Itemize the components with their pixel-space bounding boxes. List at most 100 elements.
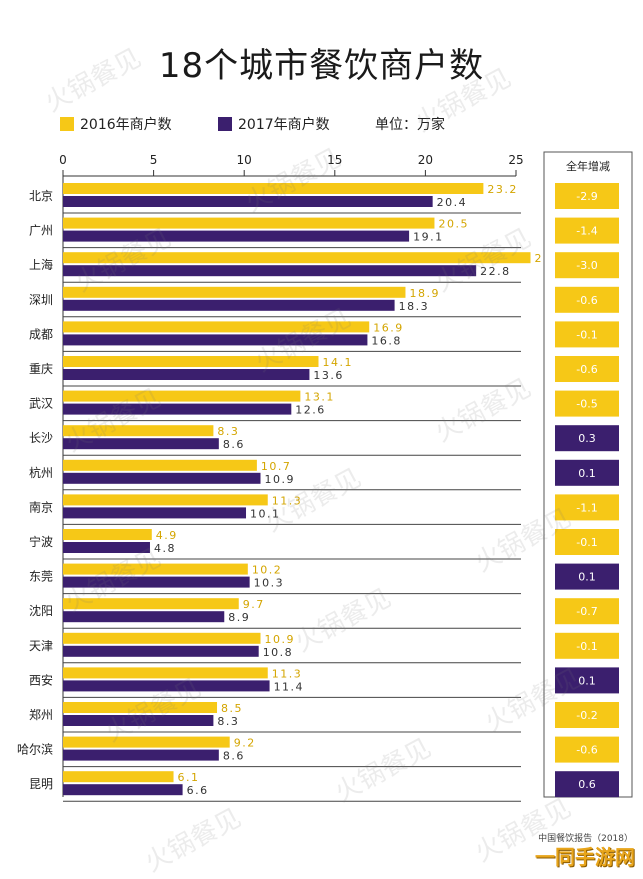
category-label: 长沙: [29, 431, 53, 445]
change-value: -0.5: [576, 398, 597, 411]
change-value: 0.1: [578, 467, 596, 480]
data-label-2017: 10.8: [263, 646, 294, 659]
change-value: 0.1: [578, 571, 596, 584]
change-badge: [555, 390, 619, 417]
data-label-2016: 6.1: [178, 771, 200, 784]
change-badge: [555, 667, 619, 694]
bar-2016: [63, 563, 248, 575]
data-label-2016: 8.5: [221, 702, 243, 715]
change-badge: [555, 459, 619, 486]
data-label-2016: 14.1: [322, 356, 353, 369]
change-badge: [555, 771, 619, 798]
legend-swatch-2016: [60, 117, 74, 131]
bar-2017: [63, 438, 219, 450]
change-value: -3.0: [576, 259, 597, 272]
bar-2017: [63, 265, 477, 277]
change-badge: [555, 183, 619, 209]
data-label-2017: 22.8: [480, 265, 511, 278]
category-label: 郑州: [29, 707, 53, 722]
change-value: -0.1: [576, 328, 597, 341]
bar-2017: [63, 403, 292, 415]
category-label: 重庆: [29, 362, 53, 376]
bar-2016: [63, 667, 268, 679]
data-label-2016: 20.5: [438, 218, 469, 231]
change-badge: [555, 286, 619, 313]
category-label: 哈尔滨: [17, 742, 53, 757]
change-header: 全年增减: [566, 159, 610, 173]
category-label: 昆明: [29, 777, 53, 791]
category-label: 深圳: [29, 293, 53, 307]
data-label-2017: 10.3: [254, 577, 284, 590]
bar-2017: [63, 196, 433, 207]
change-badge: [555, 529, 619, 555]
data-label-2016: 11.3: [272, 667, 303, 680]
source-note: 中国餐饮报告（2018）: [538, 834, 633, 844]
bar-2016: [63, 771, 174, 783]
bar-2017: [63, 749, 219, 761]
bar-2016: [63, 321, 370, 333]
bar-2017: [63, 369, 310, 380]
bar-2016: [63, 529, 152, 540]
change-value: 0.1: [578, 674, 596, 687]
change-value: -0.1: [576, 640, 597, 653]
data-label-2017: 8.9: [228, 611, 250, 624]
bar-2016: [63, 425, 214, 437]
data-label-2016: 23.2: [487, 183, 518, 196]
legend-item-2016: 2016年商户数: [60, 114, 172, 134]
change-value: -0.2: [576, 709, 597, 722]
x-tick-label: 15: [327, 153, 342, 167]
bar-2017: [63, 784, 183, 796]
change-value: -2.9: [576, 190, 597, 203]
data-label-2017: 16.8: [371, 334, 402, 347]
bar-2017: [63, 680, 270, 692]
category-label: 宁波: [29, 534, 53, 549]
data-label-2017: 12.6: [295, 404, 326, 417]
bar-2017: [63, 299, 395, 311]
change-badge: [555, 252, 619, 279]
bar-2016: [63, 459, 257, 471]
x-tick-label: 10: [237, 153, 252, 167]
data-label-2017: 11.4: [274, 680, 305, 693]
data-label-2016: 11.3: [272, 494, 303, 507]
data-label-2016: 18.9: [409, 287, 440, 300]
data-label-2016: 9.2: [234, 737, 256, 750]
legend-label-2017: 2017年商户数: [238, 117, 330, 133]
change-badge: [555, 702, 619, 728]
bar-2017: [63, 230, 410, 242]
category-label: 沈阳: [29, 603, 53, 618]
change-badge: [555, 563, 619, 590]
data-label-2017: 10.1: [250, 507, 281, 520]
data-label-2017: 4.8: [154, 542, 176, 555]
category-label: 上海: [29, 257, 53, 272]
bar-2017: [63, 542, 150, 553]
change-value: 0.6: [578, 778, 596, 791]
category-label: 武汉: [29, 397, 53, 411]
change-badge: [555, 217, 619, 244]
bar-2016: [63, 632, 261, 644]
legend-label-2016: 2016年商户数: [80, 117, 172, 133]
x-tick-label: 5: [150, 153, 158, 167]
change-badge: [555, 494, 619, 521]
data-label-2016: 10.2: [252, 564, 283, 577]
bar-2016: [63, 736, 230, 748]
data-label-2017: 19.1: [413, 231, 444, 244]
bar-2016: [63, 390, 301, 402]
bar-2016: [63, 286, 406, 298]
unit-label: 单位：万家: [375, 117, 445, 133]
chart-title: 18个城市餐饮商户数: [158, 46, 485, 86]
bar-2016: [63, 494, 268, 506]
site-logo: 一同手游网: [535, 845, 635, 869]
bar-2017: [63, 611, 225, 623]
data-label-2016: 8.3: [217, 425, 239, 438]
change-badge: [555, 356, 619, 382]
data-label-2016: 13.1: [304, 391, 335, 404]
data-label-2017: 8.6: [223, 750, 245, 763]
category-label: 西安: [29, 672, 53, 687]
change-badge: [555, 321, 619, 348]
data-label-2016: 9.7: [243, 598, 265, 611]
change-value: -0.6: [576, 294, 597, 307]
change-value: -0.7: [576, 605, 597, 618]
bar-2017: [63, 576, 250, 588]
data-label-2017: 6.6: [187, 784, 209, 797]
change-value: -1.1: [576, 501, 597, 514]
